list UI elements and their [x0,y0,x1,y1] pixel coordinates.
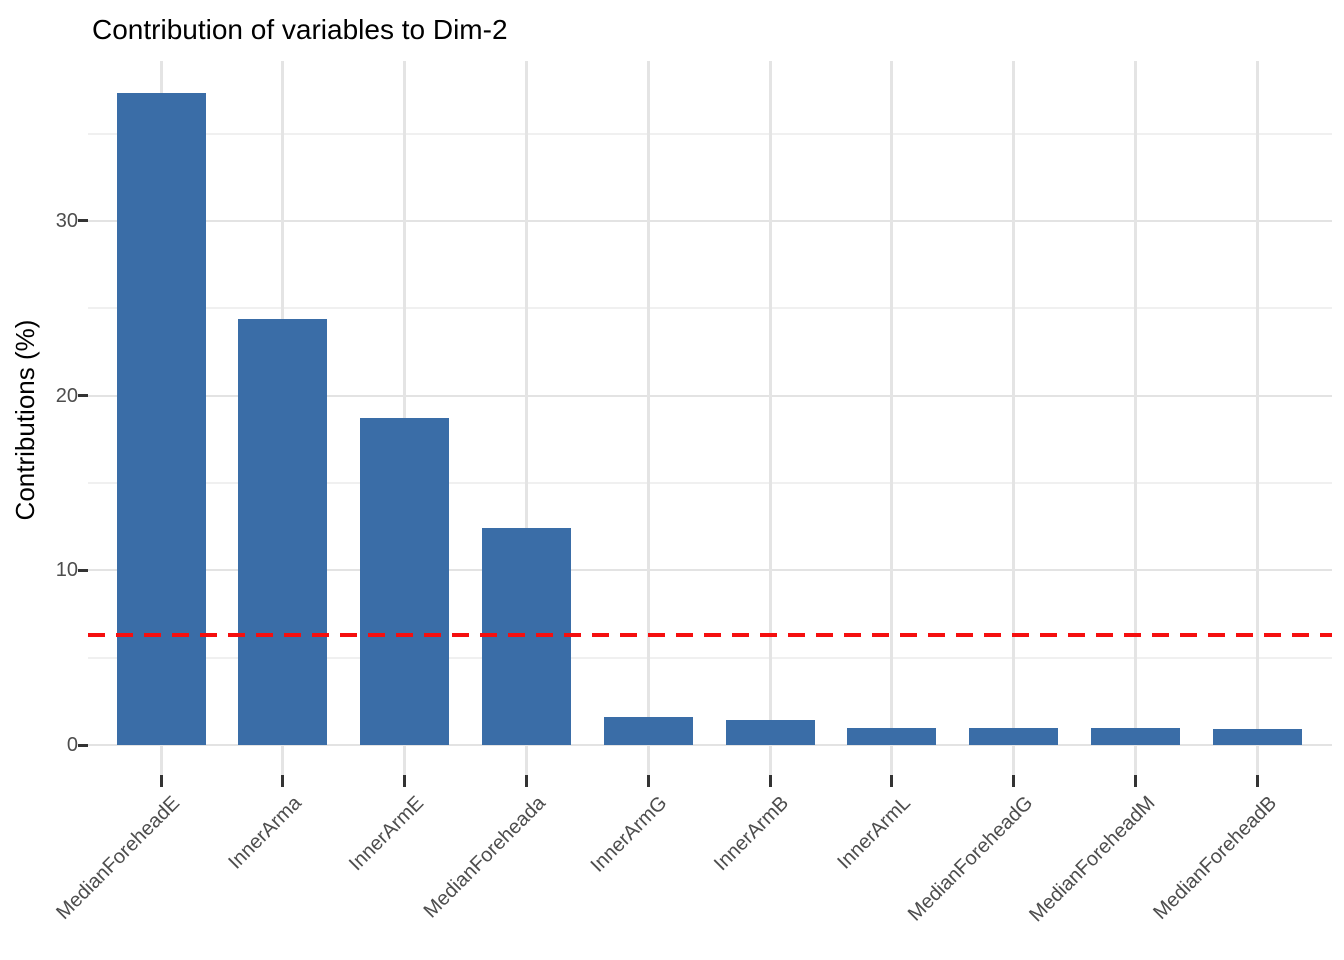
y-tick [78,743,88,747]
gridline-vertical [768,61,772,775]
bar-medianforeheadg [969,728,1058,745]
x-tick [646,775,650,787]
bar-medianforeheade [117,93,206,745]
bar-innerarmb [726,720,815,745]
x-tick [890,775,894,787]
reference-line [88,632,1332,637]
x-tick [1255,775,1259,787]
gridline-minor [88,656,1332,659]
bar-innerarma [238,319,327,745]
bar-medianforeheadm [1091,728,1180,745]
y-axis-title: Contributions (%) [10,319,40,521]
x-axis-label: MedianForeheada [419,792,550,923]
x-axis-label: MedianForeheadG [903,792,1038,926]
y-tick [78,219,88,223]
x-axis-label: InnerArmL [833,792,916,874]
x-tick [403,775,407,787]
x-axis-label: InnerArmG [587,792,672,877]
x-axis-label: MedianForeheadE [52,792,185,924]
gridline-major [88,744,1332,746]
x-axis-label: InnerArmB [710,792,794,876]
gridline-minor [88,132,1332,135]
gridline-minor [88,481,1332,484]
y-axis-tick-label: 20 [55,384,78,407]
bar-innerarme [360,418,449,745]
gridline-major [88,219,1332,222]
gridline-vertical [1012,61,1016,775]
x-tick [159,775,163,787]
y-axis-tick-label: 0 [66,734,78,756]
gridline-minor [88,307,1332,310]
gridline-vertical [890,61,894,775]
gridline-vertical [1133,61,1137,775]
gridline-vertical [524,61,528,775]
x-tick [524,775,528,787]
x-tick [768,775,772,787]
gridline-vertical [646,61,650,775]
x-axis-label: MedianForeheadM [1024,792,1159,927]
x-tick [1133,775,1137,787]
x-axis-label: MedianForeheadB [1148,792,1281,924]
gridline-major [88,394,1332,397]
x-tick [1012,775,1016,787]
chart-title: Contribution of variables to Dim-2 [92,14,508,45]
y-tick [78,394,88,398]
y-axis-tick-label: 30 [55,209,78,232]
y-axis-tick-label: 10 [55,559,78,582]
x-axis-label: InnerArmE [345,792,429,876]
plot-panel [88,61,1332,775]
x-axis-label: InnerArma [224,792,307,874]
x-tick [281,775,285,787]
bar-innerarmg [604,717,693,745]
gridline-major [88,569,1332,572]
bar-innerarml [847,728,936,745]
y-tick [78,568,88,572]
gridline-vertical [1255,61,1259,775]
bar-medianforeheadb [1213,729,1302,745]
